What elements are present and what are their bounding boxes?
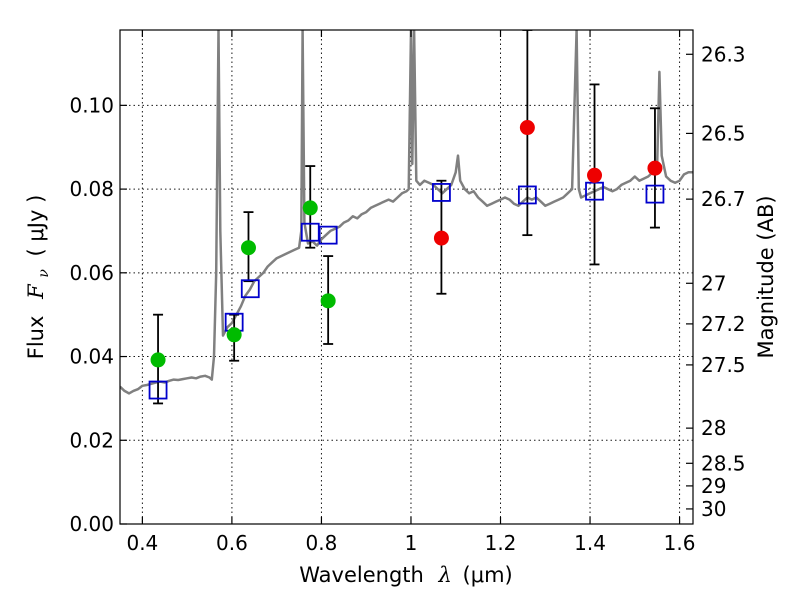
green-point: [320, 293, 336, 309]
y2-tick-label: 26.7: [701, 187, 746, 211]
y2-tick-label: 27.2: [701, 312, 746, 336]
y2-tick-label: 30: [701, 497, 726, 521]
x-tick-label: 0.8: [306, 531, 338, 555]
green-point: [150, 352, 166, 368]
y-tick-label: 0.00: [69, 512, 114, 536]
x-tick-label: 0.6: [216, 531, 248, 555]
y2-tick-label: 26.3: [701, 42, 746, 66]
red-point: [433, 230, 449, 246]
y-axis-label-unit: ( μJy ): [24, 195, 48, 257]
y-tick-label: 0.10: [69, 93, 114, 117]
y-axis-label-text: Flux: [24, 316, 48, 360]
x-tick-label: 0.4: [126, 531, 158, 555]
y-tick-label: 0.02: [69, 428, 114, 452]
model-square: [318, 225, 338, 245]
model-square: [517, 185, 537, 205]
green-point: [240, 240, 256, 256]
model-square: [240, 279, 260, 299]
y-tick-label: 0.04: [69, 345, 114, 369]
plot-background: [120, 30, 693, 524]
y-axis-label: Flux F ν ( μJy ): [24, 195, 53, 360]
model-square: [645, 184, 665, 204]
y2-tick-label: 27.5: [701, 353, 746, 377]
plot-frame: [119, 29, 694, 525]
red-point: [587, 167, 603, 183]
red-point: [647, 160, 663, 176]
y2-tick-label: 26.5: [701, 121, 746, 145]
y-axis-label-subscript: ν: [36, 269, 52, 278]
x-axis-label-text: Wavelength: [299, 563, 424, 587]
model-squares: [148, 181, 665, 400]
y2-axis-label: Magnitude (AB): [754, 195, 778, 358]
y-tick-label: 0.08: [69, 177, 114, 201]
y-axis-label-symbol: F: [24, 283, 48, 300]
x-axis-label-unit: (μm): [463, 563, 513, 587]
model-square: [300, 222, 320, 242]
y2-tick-label: 28.5: [701, 451, 746, 475]
x-tick-label: 1.2: [485, 531, 517, 555]
data-points: [150, 120, 663, 368]
y2-tick-label: 29: [701, 474, 726, 498]
model-square: [432, 183, 451, 202]
x-axis-label: Wavelength λ (μm): [299, 563, 512, 587]
green-point: [226, 327, 242, 343]
x-tick-label: 1: [405, 531, 418, 555]
y-tick-label: 0.06: [69, 261, 114, 285]
x-tick-label: 1.6: [664, 531, 696, 555]
x-tick-label: 1.4: [574, 531, 606, 555]
axis-ticks: 0.4 0.6 0.8 1 1.2 1.4 1.6 0.00 0.02 0.04 0.06 0.08 0…: [69, 30, 746, 555]
y2-tick-label: 28: [701, 416, 726, 440]
green-point: [302, 200, 318, 216]
model-square: [148, 380, 168, 400]
x-axis-label-symbol: λ: [438, 563, 452, 587]
y2-tick-label: 27: [701, 271, 726, 295]
red-point: [519, 120, 535, 136]
